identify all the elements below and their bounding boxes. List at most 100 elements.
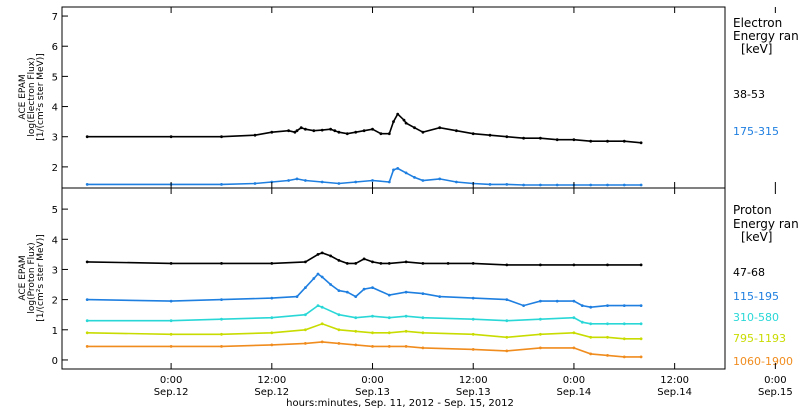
proton-point (220, 345, 223, 348)
electron-point (320, 128, 324, 132)
x-tick-date: Sep.15 (758, 387, 793, 398)
proton-point (304, 260, 307, 264)
proton-point (606, 354, 609, 357)
proton-point (169, 262, 173, 265)
proton-series-795-1193 (85, 322, 643, 341)
proton-legend-795-1193: 795-1193 (733, 332, 786, 345)
x-tick-date: Sep.12 (154, 387, 189, 398)
proton-ytick-label: 4 (52, 235, 58, 246)
electron-point (438, 177, 442, 181)
proton-point (404, 314, 408, 318)
proton-point (639, 337, 643, 341)
electron-legend-title: Electron (733, 16, 782, 30)
electron-ytick-label: 4 (52, 103, 58, 114)
proton-point (270, 296, 274, 300)
electron-point (304, 179, 307, 182)
proton-point (270, 316, 274, 320)
proton-point (270, 331, 274, 335)
electron-point (639, 141, 643, 145)
electron-point (169, 135, 173, 139)
proton-point (169, 332, 173, 336)
electron-point (287, 129, 290, 133)
electron-point (85, 135, 89, 139)
proton-point (362, 257, 366, 261)
x-tick-time: 12:00 (459, 375, 488, 386)
proton-point (471, 262, 475, 265)
proton-point (270, 262, 274, 265)
proton-point (622, 322, 626, 326)
proton-point (337, 259, 341, 262)
proton-point (295, 295, 299, 298)
electron-series (85, 112, 643, 187)
proton-ylabel-3: [1/(cm²s ster MeV)] (36, 234, 46, 321)
proton-point (371, 260, 374, 264)
proton-point (404, 345, 408, 348)
proton-point (539, 263, 542, 267)
proton-point (371, 314, 374, 318)
electron-point (293, 130, 297, 134)
electron-point (312, 129, 316, 133)
proton-point (345, 262, 349, 265)
electron-point (354, 180, 358, 184)
proton-point (337, 313, 341, 317)
electron-point (555, 138, 559, 142)
proton-series-47-68 (85, 251, 643, 267)
electron-panel-frame (61, 6, 726, 189)
proton-series-115-195 (85, 272, 643, 309)
electron-point (421, 179, 425, 182)
proton-point (421, 262, 425, 265)
electron-point (333, 129, 337, 133)
electron-ytick-label: 7 (52, 12, 58, 23)
proton-legend-1060-1900: 1060-1900 (733, 355, 793, 368)
proton-point (345, 290, 349, 294)
proton-point (85, 298, 89, 301)
x-tick-date: Sep.14 (557, 387, 592, 398)
proton-point (354, 316, 358, 320)
electron-legend-38-53: 38-53 (733, 88, 765, 101)
proton-point (421, 331, 425, 335)
electron-point (304, 127, 307, 131)
electron-point (505, 135, 509, 139)
electron-y-ticks: 2 3 4 5 6 7 (52, 12, 68, 174)
electron-point (622, 183, 626, 187)
proton-point (471, 317, 475, 321)
proton-point (505, 263, 509, 267)
proton-point (304, 286, 307, 289)
proton-point (354, 295, 358, 298)
electron-point (455, 180, 458, 184)
electron-panel: 2 3 4 5 6 7 ACE EPAM log(Electron Flux) [1/(c… (18, 6, 799, 189)
proton-point (572, 263, 576, 267)
electron-point (253, 133, 257, 137)
proton-point (304, 313, 307, 317)
electron-point (295, 129, 299, 133)
proton-point (320, 275, 324, 279)
proton-point (522, 304, 525, 307)
electron-point (253, 182, 257, 185)
electron-point (295, 177, 299, 181)
proton-point (505, 298, 509, 301)
proton-point (387, 331, 391, 335)
proton-point (304, 328, 307, 332)
electron-point (402, 118, 406, 122)
electron-point (362, 129, 366, 133)
proton-trace (87, 341, 642, 358)
proton-point (387, 345, 391, 348)
electron-point (371, 179, 374, 182)
proton-point (539, 317, 542, 321)
proton-point (371, 286, 374, 289)
proton-point (169, 319, 173, 323)
proton-series (85, 251, 643, 359)
electron-point (488, 133, 492, 137)
proton-point (572, 299, 576, 303)
electron-point (505, 183, 509, 186)
proton-point (329, 283, 332, 286)
electron-ytick-label: 2 (52, 163, 58, 174)
proton-point (404, 329, 408, 333)
proton-point (362, 287, 366, 291)
proton-trace (87, 272, 642, 309)
electron-point (413, 126, 416, 130)
proton-point (572, 316, 576, 320)
proton-point (85, 319, 89, 323)
proton-point (589, 305, 593, 309)
proton-ytick-label: 3 (52, 265, 58, 276)
